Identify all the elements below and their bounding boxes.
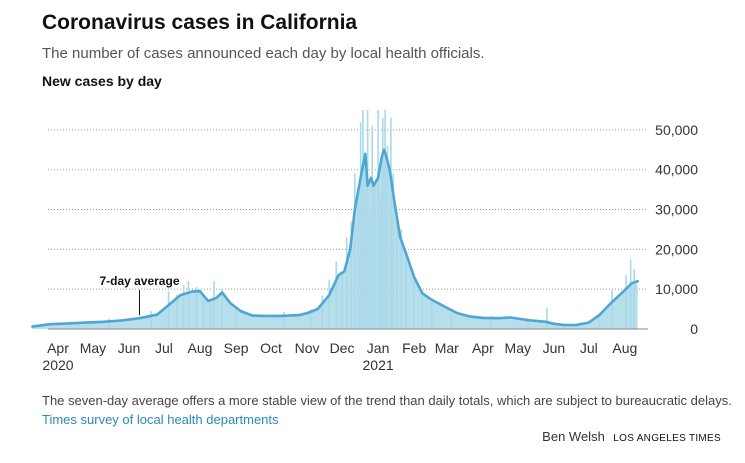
daily-cases-area	[32, 149, 638, 329]
daily-case-bar	[400, 229, 403, 329]
daily-case-bar	[384, 110, 386, 329]
daily-case-bar	[366, 110, 369, 329]
daily-case-bar	[413, 277, 415, 329]
seven-day-average-path	[31, 148, 639, 328]
daily-case-bar	[195, 286, 198, 329]
x-tick-label: Aug	[188, 340, 213, 356]
x-tick-year-label: 2020	[42, 357, 73, 373]
x-tick-label: Jan	[367, 340, 390, 356]
annotation: 7-day average	[99, 274, 180, 316]
daily-case-bar	[611, 290, 613, 329]
x-tick-label: May	[505, 340, 531, 356]
daily-case-bar	[381, 117, 384, 329]
x-tick-label: Jun	[118, 340, 141, 356]
y-tick-label: 50,000	[655, 122, 698, 138]
daily-case-bar	[392, 173, 395, 329]
daily-case-bar	[625, 275, 627, 329]
daily-case-bar	[108, 319, 111, 329]
daily-case-bar	[421, 293, 424, 329]
x-tick-label: Oct	[260, 340, 282, 356]
daily-case-bar	[490, 315, 492, 329]
daily-case-bar	[633, 269, 635, 329]
daily-case-bar	[371, 125, 374, 329]
daily-case-bar	[341, 274, 343, 329]
credit: Ben Welsh LOS ANGELES TIMES	[542, 428, 721, 446]
x-tick-label: Dec	[330, 340, 355, 356]
y-tick-label: 20,000	[655, 241, 698, 257]
daily-case-bar	[386, 145, 389, 329]
x-tick-label: May	[80, 340, 106, 356]
daily-case-bar	[395, 217, 398, 329]
y-tick-label: 0	[690, 321, 698, 337]
daily-case-bar	[235, 306, 237, 329]
daily-case-bar	[350, 221, 353, 329]
daily-case-bar	[335, 261, 337, 329]
daily-case-bar	[321, 295, 324, 329]
daily-case-bar	[373, 181, 376, 329]
section-label: New cases by day	[42, 73, 162, 89]
daily-case-bar	[629, 259, 632, 329]
chart-title: Coronavirus cases in California	[42, 11, 358, 34]
daily-case-bar	[167, 291, 170, 329]
footnote: The seven-day average offers a more stab…	[42, 393, 732, 408]
chart-subtitle: The number of cases announced each day b…	[42, 45, 485, 62]
daily-cases-bars	[32, 110, 638, 329]
x-tick-label: Apr	[472, 340, 494, 356]
annotation-label: 7-day average	[99, 274, 179, 288]
x-tick-label: Aug	[612, 340, 637, 356]
daily-case-bar	[182, 285, 185, 329]
source-link[interactable]: Times survey of local health departments	[42, 412, 279, 427]
daily-case-bar	[213, 281, 215, 329]
daily-case-bar	[450, 313, 453, 329]
daily-case-bar	[345, 237, 348, 329]
x-tick-label: Jun	[543, 340, 566, 356]
daily-case-bar	[354, 173, 356, 329]
daily-case-bar	[369, 217, 371, 329]
x-tick-label: Nov	[295, 340, 320, 356]
daily-case-bar	[546, 307, 548, 329]
x-tick-label: Jul	[155, 340, 173, 356]
seven-day-average-line	[31, 148, 639, 328]
daily-case-bar	[527, 319, 530, 329]
daily-case-bar	[328, 279, 331, 329]
daily-case-bar	[357, 193, 360, 329]
y-tick-label: 30,000	[655, 202, 698, 218]
x-tick-label: Mar	[435, 340, 459, 356]
daily-case-bar	[359, 121, 362, 329]
daily-case-bar	[379, 193, 382, 329]
x-tick-year-label: 2021	[363, 357, 394, 373]
x-tick-label: Jul	[580, 340, 598, 356]
x-tick-label: Sep	[224, 340, 249, 356]
daily-case-bar	[430, 301, 433, 329]
daily-case-bar	[221, 288, 223, 329]
daily-case-bar	[187, 281, 190, 329]
daily-case-bar	[283, 311, 285, 329]
axes: 010,00020,00030,00040,00050,000Apr2020Ma…	[42, 122, 698, 373]
x-tick-label: Feb	[402, 340, 426, 356]
y-tick-label: 10,000	[655, 281, 698, 297]
daily-case-bar	[209, 303, 212, 329]
daily-case-bar	[309, 309, 312, 329]
daily-case-bar	[362, 110, 364, 329]
daily-case-bar	[202, 299, 205, 329]
daily-case-bar	[405, 257, 407, 329]
daily-case-bar	[175, 294, 178, 329]
author-name: Ben Welsh	[542, 429, 605, 444]
daily-case-bar	[598, 313, 601, 329]
daily-case-bar	[390, 117, 392, 329]
x-tick-label: Apr	[47, 340, 69, 356]
y-tick-label: 40,000	[655, 162, 698, 178]
daily-case-bar	[364, 161, 367, 329]
daily-case-bar	[150, 311, 152, 329]
daily-case-bar	[377, 110, 379, 329]
brand-logo: LOS ANGELES TIMES	[613, 433, 721, 444]
